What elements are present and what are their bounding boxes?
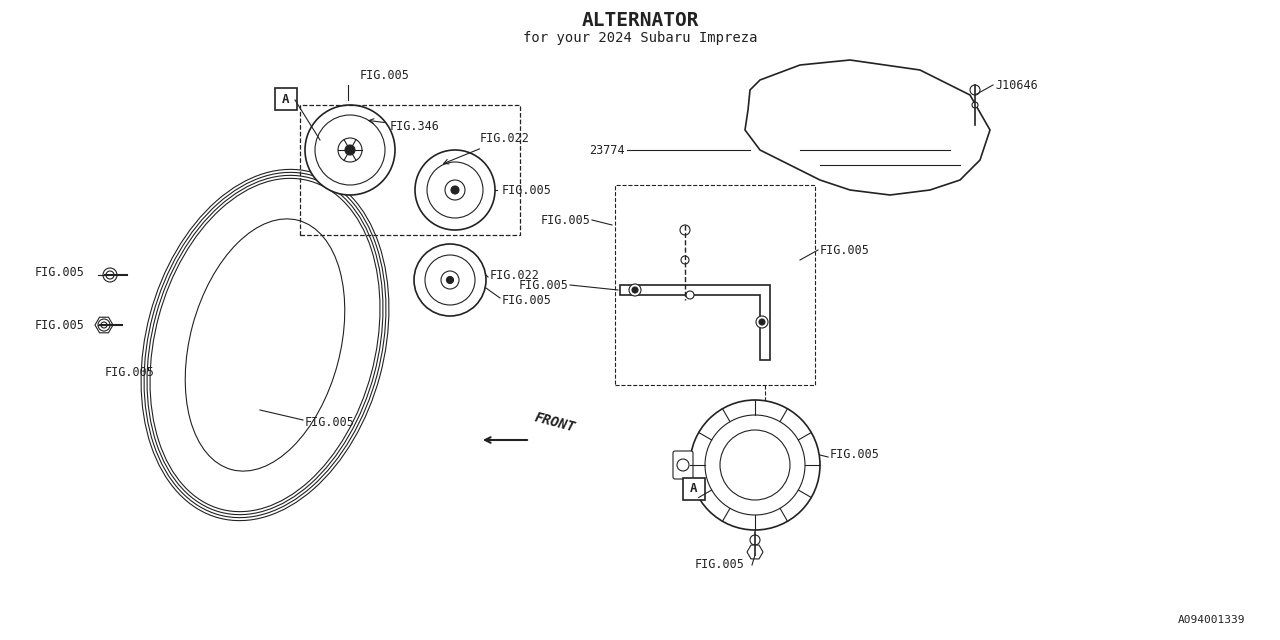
Text: A: A: [690, 483, 698, 495]
Circle shape: [305, 105, 396, 195]
Text: FIG.346: FIG.346: [369, 119, 440, 133]
Text: FIG.005: FIG.005: [502, 294, 552, 307]
Circle shape: [338, 138, 362, 162]
Polygon shape: [620, 285, 771, 360]
Text: FIG.005: FIG.005: [105, 365, 155, 378]
Circle shape: [690, 400, 820, 530]
Polygon shape: [748, 545, 763, 559]
Text: FIG.005: FIG.005: [35, 319, 84, 332]
Text: A: A: [283, 93, 289, 106]
Text: FIG.005: FIG.005: [540, 214, 590, 227]
Text: 23774: 23774: [589, 143, 625, 157]
Text: A094001339: A094001339: [1178, 615, 1245, 625]
Bar: [275, 88, 297, 110]
Circle shape: [315, 115, 385, 185]
Circle shape: [106, 271, 114, 279]
Bar: [300, 105, 520, 235]
Bar: [684, 478, 705, 500]
Circle shape: [632, 287, 637, 293]
Circle shape: [681, 256, 689, 264]
Circle shape: [445, 180, 465, 200]
Circle shape: [451, 186, 460, 194]
Circle shape: [447, 276, 453, 284]
Text: FIG.005: FIG.005: [360, 69, 410, 82]
Ellipse shape: [183, 216, 347, 474]
Circle shape: [759, 319, 765, 325]
Circle shape: [756, 316, 768, 328]
Text: FIG.005: FIG.005: [829, 449, 879, 461]
Circle shape: [970, 85, 980, 95]
Circle shape: [680, 225, 690, 235]
Text: FIG.005: FIG.005: [35, 266, 84, 278]
Circle shape: [413, 244, 486, 316]
Circle shape: [101, 322, 108, 328]
Circle shape: [425, 255, 475, 305]
Bar: [614, 185, 815, 385]
Circle shape: [415, 150, 495, 230]
Text: FRONT: FRONT: [532, 411, 577, 435]
Circle shape: [686, 291, 694, 299]
FancyBboxPatch shape: [673, 451, 692, 479]
Circle shape: [428, 162, 483, 218]
Circle shape: [677, 459, 689, 471]
Text: for your 2024 Subaru Impreza: for your 2024 Subaru Impreza: [522, 31, 758, 45]
Circle shape: [972, 102, 978, 108]
Text: FIG.005: FIG.005: [820, 243, 870, 257]
Polygon shape: [745, 60, 989, 195]
Text: FIG.005: FIG.005: [695, 559, 745, 572]
Circle shape: [99, 319, 110, 331]
Text: FIG.022: FIG.022: [444, 132, 530, 164]
Text: J10646: J10646: [995, 79, 1038, 92]
Text: FIG.005: FIG.005: [518, 278, 568, 291]
Circle shape: [442, 271, 460, 289]
Text: FIG.022: FIG.022: [490, 269, 540, 282]
Circle shape: [750, 535, 760, 545]
Text: FIG.005: FIG.005: [502, 184, 552, 196]
Circle shape: [628, 284, 641, 296]
Text: ALTERNATOR: ALTERNATOR: [581, 10, 699, 29]
Text: FIG.005: FIG.005: [305, 415, 355, 429]
Circle shape: [346, 145, 355, 155]
